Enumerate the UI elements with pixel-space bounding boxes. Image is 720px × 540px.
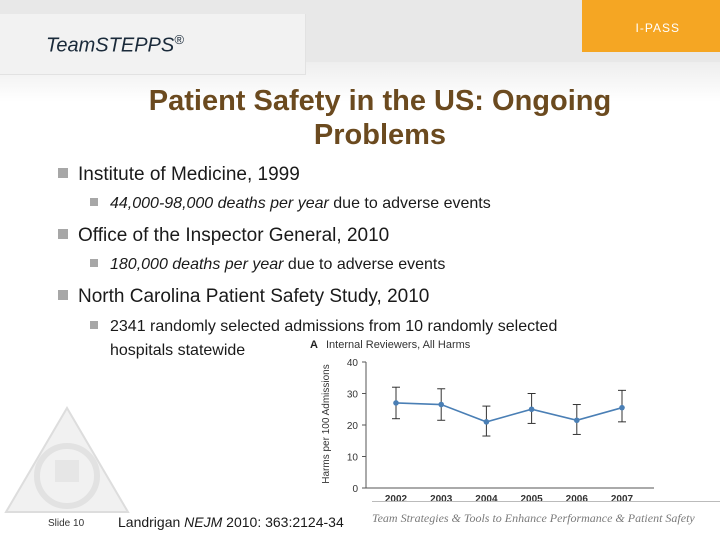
sub-bullet-iom: 44,000-98,000 deaths per year due to adv… [90, 195, 491, 213]
chart-data-point [393, 400, 399, 406]
sub-bullet-text: due to adverse events [283, 256, 446, 273]
citation-journal: NEJM [184, 514, 223, 530]
chart-y-tick-label: 40 [347, 358, 359, 369]
chart-data-point [619, 404, 625, 411]
ipass-badge: I-PASS [582, 0, 720, 52]
sub-bullet-marker [90, 321, 98, 329]
footer-divider [372, 501, 720, 502]
chart-y-tick-label: 30 [347, 390, 359, 401]
chart-y-label: Harms per 100 Admissions [321, 364, 332, 484]
chart-series-line [395, 402, 623, 423]
chart-title: Internal Reviewers, All Harms [326, 339, 471, 351]
bullet-marker [58, 290, 68, 300]
chart-data-point [528, 406, 535, 413]
bullet-oig: Office of the Inspector General, 2010 [58, 225, 389, 247]
bullet-marker [58, 229, 68, 239]
bullet-heading: Institute of Medicine, 1999 [78, 164, 300, 185]
sub-bullet-marker [90, 198, 98, 206]
sub-bullet-oig: 180,000 deaths per year due to adverse e… [90, 256, 445, 274]
chart-panel-label: A [310, 339, 318, 351]
teamstepps-logo: TeamSTEPPS® [46, 32, 184, 58]
sub-bullet-text: due to adverse events [328, 195, 491, 212]
chart-y-tick-label: 0 [352, 484, 358, 495]
sub-bullet-text: 2341 randomly selected admissions from 1… [110, 318, 558, 335]
sub-bullet-nc: 2341 randomly selected admissions from 1… [90, 318, 557, 336]
chart-x-tick-label: 2007 [611, 494, 634, 505]
chart-data-point [574, 417, 580, 424]
bullet-heading: North Carolina Patient Safety Study, 201… [78, 286, 430, 307]
sub-bullet-emphasis: 44,000-98,000 deaths per year [110, 195, 329, 212]
sub-bullet-marker [90, 259, 98, 267]
teamstepps-emblem [4, 406, 130, 513]
logo-brand: Team [46, 34, 96, 57]
logo-box [0, 14, 306, 75]
harms-chart: A Internal Reviewers, All Harms Harms pe… [310, 339, 654, 505]
citation-author: Landrigan [118, 514, 185, 530]
logo-brand-bold: STEPPS [95, 34, 175, 57]
sub-bullet-nc-cont: hospitals statewide [110, 342, 246, 359]
bullet-heading: Office of the Inspector General, 2010 [78, 225, 390, 246]
chart-x-tick-label: 2003 [430, 494, 453, 505]
sub-bullet-emphasis: 180,000 deaths per year [110, 256, 284, 273]
slide-number: Slide 10 [48, 518, 85, 529]
logo-registered: ® [174, 32, 184, 47]
chart-x-tick-label: 2004 [475, 494, 498, 505]
chart-data-point [483, 419, 490, 425]
chart-y-tick-label: 10 [347, 453, 359, 464]
citation-ref: 2010: 363:2124-34 [222, 514, 344, 530]
chart-x-tick-label: 2005 [520, 494, 543, 505]
chart-y-tick-label: 20 [347, 421, 359, 432]
bullet-marker [58, 168, 68, 178]
citation: Landrigan NEJM 2010: 363:2124-34 [118, 514, 344, 530]
footer-tagline: Team Strategies & Tools to Enhance Perfo… [372, 511, 695, 525]
bullet-nc: North Carolina Patient Safety Study, 201… [58, 286, 429, 308]
bullet-iom: Institute of Medicine, 1999 [58, 164, 300, 186]
chart-x-tick-label: 2002 [385, 494, 408, 505]
chart-data-point [438, 401, 444, 408]
chart-x-tick-label: 2006 [566, 494, 589, 505]
slide-title: Patient Safety in the US: Ongoing Proble… [148, 85, 612, 151]
